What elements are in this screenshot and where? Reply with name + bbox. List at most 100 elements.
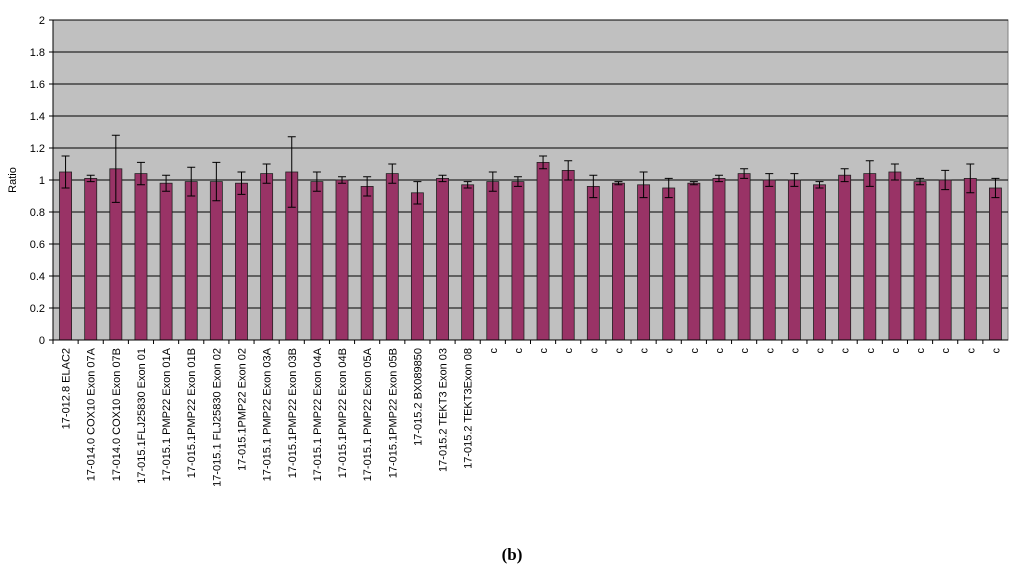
- bar: [59, 171, 72, 341]
- x-tick-label: c: [764, 348, 776, 354]
- bar: [335, 179, 349, 341]
- error-bar: [689, 181, 698, 186]
- error-bar: [488, 171, 497, 192]
- x-tick-label: 17-015.2 BX089850: [412, 348, 424, 446]
- bar: [235, 182, 248, 341]
- x-tick-label: c: [940, 348, 952, 354]
- bar: [184, 181, 198, 341]
- x-tick-label: c: [588, 348, 600, 354]
- x-tick-label: c: [563, 348, 575, 354]
- bar: [838, 174, 852, 341]
- error-bar: [86, 174, 95, 183]
- y-tick-label: 2: [39, 15, 45, 27]
- x-tick-label: 17-015.1PMP22 Exon 05B: [387, 348, 399, 478]
- bar: [260, 173, 274, 341]
- bar: [461, 184, 475, 341]
- x-tick-label: c: [613, 348, 625, 354]
- bar: [209, 181, 223, 341]
- bar: [385, 173, 399, 341]
- error-bar: [262, 163, 271, 184]
- x-tick-label: 17-015.2 TEKT3 Exon 03: [438, 348, 450, 472]
- y-tick-label: 0.8: [30, 207, 45, 219]
- y-axis-label: Ratio: [7, 167, 19, 193]
- bar: [637, 184, 651, 341]
- x-tick-label: c: [714, 348, 726, 354]
- x-tick-label: 17-015.1PMP22 Exon 02: [236, 348, 248, 471]
- error-bar: [840, 168, 849, 183]
- error-bar: [790, 173, 799, 187]
- x-tick-label: 17-015.1FLJ25830 Exon 01: [136, 348, 148, 484]
- bar: [436, 177, 449, 341]
- x-tick-label: 17-015.1PMP22 Exon 04B: [337, 348, 349, 478]
- y-tick-label: 1.8: [30, 47, 45, 59]
- bar: [989, 187, 1002, 341]
- x-tick-label: c: [538, 348, 550, 354]
- bar: [938, 179, 952, 341]
- caption: (b): [502, 545, 523, 564]
- y-tick-label: 1.6: [30, 79, 45, 91]
- bar: [863, 173, 877, 341]
- error-bar: [589, 174, 598, 199]
- error-bar: [312, 171, 321, 192]
- error-bar: [765, 173, 774, 187]
- bar: [486, 181, 500, 341]
- x-tick-label: 17-015.1PMP22 Exon 01B: [186, 348, 198, 478]
- error-bar: [740, 168, 749, 179]
- x-tick-label: c: [664, 348, 676, 354]
- error-bar: [513, 176, 522, 187]
- x-tick-label: 17-015.1 PMP22 Exon 04A: [312, 347, 324, 481]
- x-tick-label: c: [965, 348, 977, 354]
- x-tick-label: 17-015.1 PMP22 Exon 05A: [362, 347, 374, 481]
- x-tick-label: c: [865, 348, 877, 354]
- bar: [662, 187, 676, 341]
- bar: [159, 182, 173, 341]
- error-bar: [664, 177, 673, 199]
- x-tick-label: c: [488, 348, 500, 354]
- bar: [963, 177, 977, 341]
- error-bar: [338, 176, 347, 184]
- error-bar: [463, 181, 472, 189]
- error-bar: [413, 181, 422, 205]
- bar: [712, 177, 726, 341]
- y-tick-label: 0.4: [30, 271, 45, 283]
- x-tick-label: c: [990, 348, 1002, 354]
- x-tick-label: c: [689, 348, 701, 354]
- x-tick-label: c: [815, 348, 827, 354]
- bar: [888, 171, 902, 341]
- error-bar: [363, 176, 372, 197]
- y-tick-label: 0.6: [30, 239, 45, 251]
- x-tick-label: c: [513, 348, 525, 354]
- error-bar: [890, 163, 899, 181]
- error-bar: [966, 163, 975, 194]
- bar: [687, 182, 701, 341]
- bar: [586, 185, 600, 341]
- bar: [612, 182, 625, 341]
- error-bar: [187, 166, 196, 197]
- bar: [787, 179, 801, 341]
- error-bar: [212, 161, 221, 202]
- error-bar: [539, 155, 548, 170]
- error-bar: [564, 160, 573, 181]
- x-tick-label: 17-012.8 ELAC2: [61, 348, 73, 429]
- bar: [410, 192, 424, 341]
- bar: [84, 177, 98, 341]
- y-tick-label: 0: [39, 335, 45, 347]
- x-tick-label: 17-015.1 FLJ25830 Exon 02: [211, 348, 223, 487]
- x-tick-label: c: [789, 348, 801, 354]
- error-bar: [388, 163, 397, 184]
- y-tick-label: 1: [39, 175, 45, 187]
- bar: [360, 185, 374, 341]
- error-bar: [136, 161, 145, 186]
- x-tick-label: 17-014.0 COX10 Exon 07A: [86, 347, 98, 481]
- x-tick-label: 17-014.0 COX10 Exon 07B: [111, 348, 123, 481]
- x-tick-label: 17-015.1PMP22 Exon 03B: [287, 348, 299, 478]
- x-tick-label: 17-015.1 PMP22 Exon 03A: [262, 347, 274, 481]
- error-bar: [916, 177, 925, 186]
- bar: [913, 181, 927, 341]
- bar: [310, 181, 324, 341]
- bar: [561, 169, 575, 341]
- bar: [737, 173, 751, 341]
- error-bar: [865, 160, 874, 187]
- error-bar: [941, 169, 950, 191]
- error-bar: [991, 177, 1000, 199]
